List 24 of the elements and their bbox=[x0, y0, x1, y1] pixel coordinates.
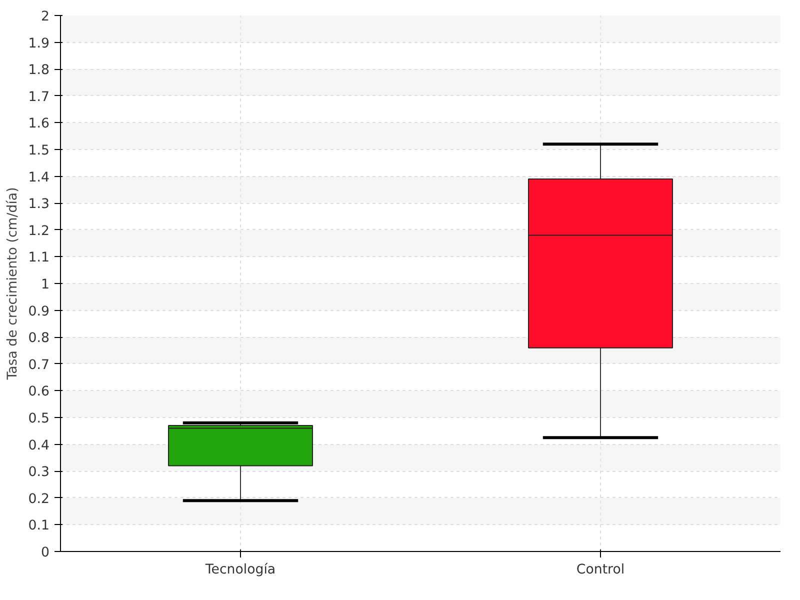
y-tick-label: 1.9 bbox=[28, 36, 50, 52]
y-tick-label: 0.1 bbox=[28, 518, 50, 534]
y-tick-label: 1.5 bbox=[28, 144, 50, 158]
y-tick-label: 0.2 bbox=[28, 492, 50, 507]
y-tick-label: 1.1 bbox=[28, 250, 50, 266]
x-tick-label: Control bbox=[576, 562, 625, 578]
x-tick-label: Tecnología bbox=[204, 562, 276, 578]
y-tick-label: 1.6 bbox=[28, 116, 50, 132]
y-tick-label: 1.3 bbox=[28, 197, 50, 212]
y-tick-label: 1.2 bbox=[28, 224, 50, 239]
y-tick-label: 0.9 bbox=[28, 304, 50, 320]
y-tick-label: 0.3 bbox=[28, 465, 50, 480]
y-tick-label: 0 bbox=[41, 546, 50, 560]
y-tick-label: 2 bbox=[41, 10, 50, 24]
y-tick-label: 0.8 bbox=[28, 331, 50, 346]
y-tick-label: 1 bbox=[41, 278, 50, 292]
y-tick-label: 1.7 bbox=[28, 90, 50, 105]
y-tick-label: 1.4 bbox=[28, 170, 50, 186]
y-tick-label: 1.8 bbox=[28, 63, 50, 78]
y-tick-label: 0.4 bbox=[28, 438, 50, 454]
y-tick-label: 0.5 bbox=[28, 412, 50, 426]
y-tick-label: 0.7 bbox=[28, 358, 50, 373]
y-axis-title: Tasa de crecimiento (cm/día) bbox=[5, 187, 20, 381]
y-tick-label: 0.6 bbox=[28, 384, 50, 400]
